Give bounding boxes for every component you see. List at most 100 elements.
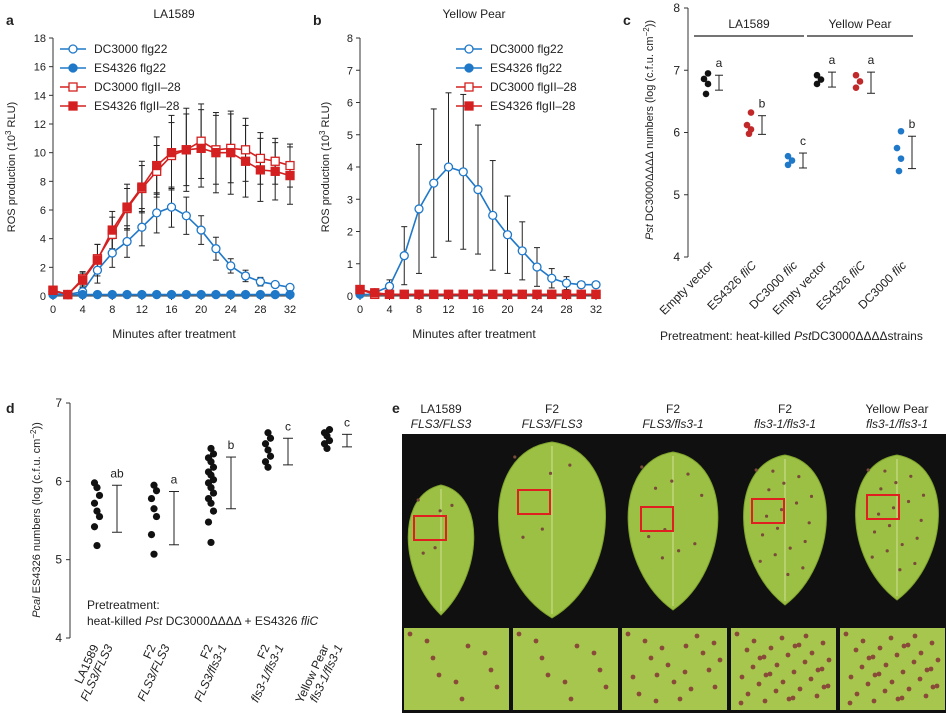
zoom-lesion-spot [459,696,465,702]
data-point [429,178,439,188]
zoom-lesion-spot [779,635,785,641]
lesion-spot [801,566,805,570]
x-tick-label: 0 [357,304,363,316]
data-point [152,289,162,300]
zoom-lesion-spot [792,643,798,649]
zoom-lesion-spot [866,655,872,661]
x-tick-label: 16 [472,304,484,316]
y-tick-label: 3 [347,194,353,206]
lesion-spot [779,508,784,512]
lesion-spot [915,536,919,540]
lesion-spot [872,530,877,534]
data-point [266,434,275,442]
leaf-label-line1: F2 [545,402,559,416]
lesion-spot [876,512,881,516]
data-point [204,518,213,526]
y-tick-label: 7 [55,396,62,410]
zoom-lesion-spot [780,679,786,685]
zoom-lesion-spot [734,631,740,637]
data-point [211,148,221,158]
zoom-lesion-spot [888,635,894,641]
x-axis-label-a: Minutes after treatment [112,327,236,341]
y-tick-label: 16 [34,62,46,74]
y-tick-label: 18 [34,33,46,45]
data-point [209,463,218,471]
data-point [852,71,860,79]
leaf-label-line2: FLS3/fls3-1 [642,417,703,431]
data-point [152,160,162,171]
data-point [264,429,272,437]
zoom-lesion-spot [847,700,853,706]
data-point [196,143,206,154]
y-tick-label: 6 [673,126,680,140]
zoom-lesion-spot [917,676,923,682]
highlight-box [751,498,785,524]
zoom-lesion-spot [901,643,907,649]
zoom-lesion-spot [768,645,774,651]
data-point [240,145,251,155]
data-point [285,289,295,300]
y-tick-label: 5 [347,130,353,142]
lesion-spot [760,533,765,537]
zoom-lesion-spot [436,672,442,678]
group-headers-c: LA1589 Yellow Pear [694,17,913,37]
zoom-lesion-spot [453,679,459,685]
leaf-label-line2: fls3-1/fls3-1 [866,417,928,431]
zoom-lesion-spot [694,633,700,639]
y-tick-label: 4 [55,631,62,645]
data-point [788,157,796,164]
panel-c: c 4 5 6 7 8 LA1589 Yellow Pear a b c a a b Empty v… [623,1,923,343]
data-point [95,491,104,500]
x-tick-label: 12 [442,304,454,316]
data-point [211,289,221,300]
lesion-spot [686,472,690,476]
zoom-lesion-spot [648,655,654,661]
data-point [255,289,266,300]
zoom-lesion-spot [821,684,827,690]
zoom-photo [513,628,618,710]
zoom-photo [404,628,509,710]
y-tick-label: 6 [347,98,353,110]
data-point [443,289,454,300]
y-tick-label: 7 [673,63,680,77]
panel-a: a LA1589 0 4 8 12 16 20 24 28 32024681012141618 … [4,7,296,341]
lesion-spot [879,487,883,491]
zoom-lesion-spot [872,672,878,678]
x-tick-label: 4 [80,304,86,316]
data-point [817,76,825,83]
data-point [747,109,755,116]
lesion-spot [450,503,454,507]
x-tick-label: 20 [195,304,207,316]
data-point [704,80,712,88]
zoom-lesion-spot [706,667,712,673]
errorbars-a [79,103,293,297]
data-point [429,289,439,300]
category-label-line1: F2 [140,642,159,661]
data-point [897,127,905,135]
lesion-spot [647,535,651,539]
category-label-line1: F2 [197,642,216,661]
note-line-1-d: Pretreatment: [87,598,160,612]
data-point [150,550,158,558]
data-point [92,255,103,265]
leaf-label-line1: F2 [778,402,792,416]
lesion-spot [433,546,437,550]
highlight-box [517,489,551,515]
zoom-lesion-spot [900,669,906,675]
data-point [207,538,215,547]
lesion-spot [764,514,769,518]
data-point [137,222,147,232]
data-point [264,446,272,454]
x-tick-label: 28 [254,304,266,316]
x-tick-label: 24 [225,304,237,316]
zoom-lesion-spot [802,659,808,665]
y-tick-label: 7 [347,65,353,77]
data-point [270,289,280,300]
zoom-lesion-spot [717,657,723,663]
zoom-lesion-spot [516,631,522,637]
data-point [264,463,272,471]
zoom-lesion-spot [430,655,436,661]
lesion-spot [883,469,887,473]
